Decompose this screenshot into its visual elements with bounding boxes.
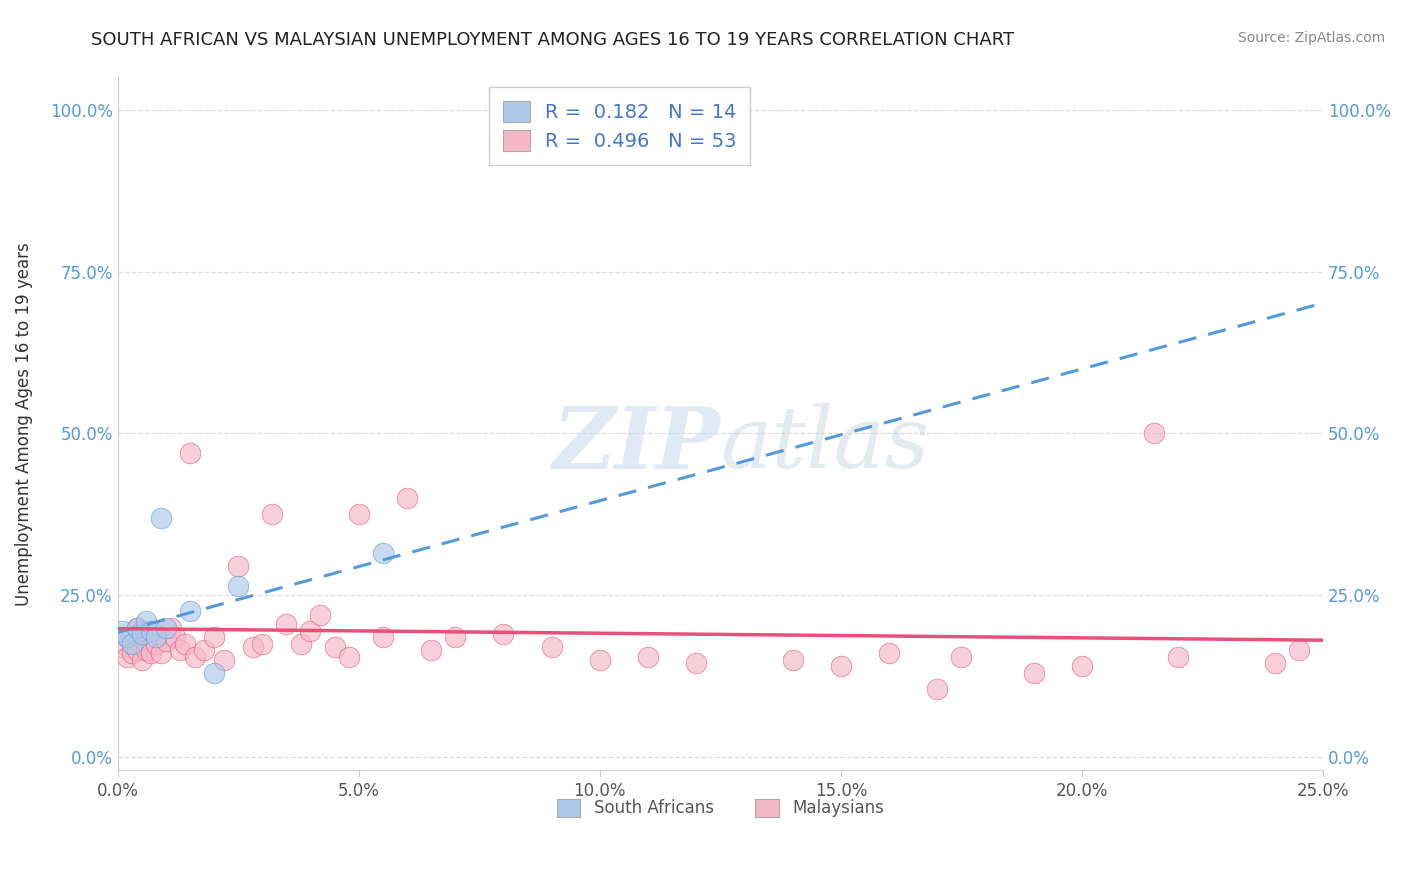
Point <box>149 510 172 524</box>
Point <box>115 649 138 664</box>
Point <box>169 643 191 657</box>
Point <box>420 643 443 657</box>
Point <box>323 640 346 654</box>
Point <box>1071 659 1094 673</box>
Point <box>183 649 205 664</box>
Point <box>309 607 332 622</box>
Point <box>165 630 187 644</box>
Point <box>125 621 148 635</box>
Point <box>290 637 312 651</box>
Text: SOUTH AFRICAN VS MALAYSIAN UNEMPLOYMENT AMONG AGES 16 TO 19 YEARS CORRELATION CH: SOUTH AFRICAN VS MALAYSIAN UNEMPLOYMENT … <box>91 31 1015 49</box>
Point <box>950 649 973 664</box>
Text: ZIP: ZIP <box>553 403 720 486</box>
Point <box>115 630 138 644</box>
Point <box>155 621 177 635</box>
Point <box>121 637 143 651</box>
Point <box>830 659 852 673</box>
Point <box>337 649 360 664</box>
Point <box>299 624 322 638</box>
Point <box>111 640 134 654</box>
Point <box>1143 426 1166 441</box>
Point <box>347 508 370 522</box>
Point <box>637 649 659 664</box>
Point <box>155 633 177 648</box>
Point <box>125 643 148 657</box>
Point <box>115 630 138 644</box>
Point <box>589 653 612 667</box>
Point <box>226 578 249 592</box>
Point <box>145 637 167 651</box>
Text: atlas: atlas <box>720 403 929 486</box>
Legend: South Africans, Malaysians: South Africans, Malaysians <box>550 792 890 824</box>
Point <box>1264 656 1286 670</box>
Point <box>242 640 264 654</box>
Point <box>159 621 181 635</box>
Point <box>135 643 157 657</box>
Text: Source: ZipAtlas.com: Source: ZipAtlas.com <box>1237 31 1385 45</box>
Point <box>149 647 172 661</box>
Point <box>782 653 804 667</box>
Point <box>179 446 201 460</box>
Point <box>226 559 249 574</box>
Point <box>260 508 283 522</box>
Point <box>145 630 167 644</box>
Point <box>212 653 235 667</box>
Point <box>276 617 298 632</box>
Point <box>111 624 134 638</box>
Point <box>141 624 163 638</box>
Point <box>121 647 143 661</box>
Point <box>250 637 273 651</box>
Point <box>395 491 418 505</box>
Point <box>202 665 225 680</box>
Point <box>202 630 225 644</box>
Point <box>371 546 394 560</box>
Point <box>444 630 467 644</box>
Point <box>125 621 148 635</box>
Point <box>371 630 394 644</box>
Point <box>179 604 201 618</box>
Point <box>927 682 949 697</box>
Y-axis label: Unemployment Among Ages 16 to 19 years: Unemployment Among Ages 16 to 19 years <box>15 242 32 606</box>
Point <box>540 640 562 654</box>
Point <box>492 627 515 641</box>
Point <box>131 624 153 638</box>
Point <box>193 643 215 657</box>
Point <box>131 627 153 641</box>
Point <box>1022 665 1045 680</box>
Point <box>1167 649 1189 664</box>
Point <box>877 647 900 661</box>
Point <box>141 647 163 661</box>
Point <box>1288 643 1310 657</box>
Point <box>131 653 153 667</box>
Point <box>135 614 157 628</box>
Point <box>685 656 707 670</box>
Point <box>174 637 197 651</box>
